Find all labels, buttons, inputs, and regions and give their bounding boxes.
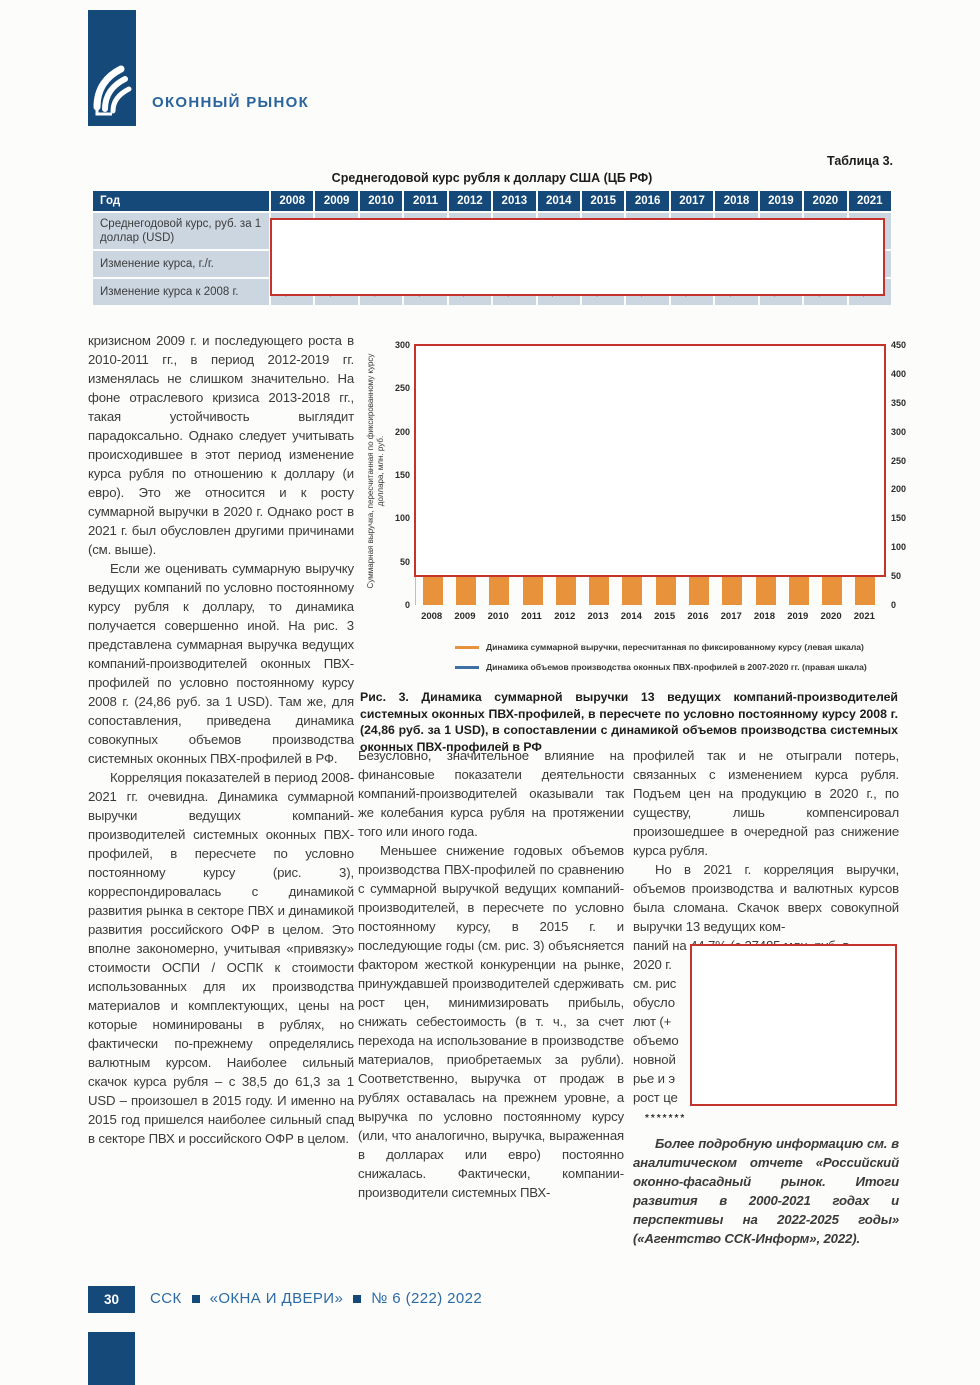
chart-left-tick: 100 (394, 513, 410, 524)
text-fragment-line: обусло (633, 995, 675, 1010)
redaction-box-text (690, 944, 897, 1106)
chart-left-tick: 300 (394, 340, 410, 350)
chart-right-tick: 100 (891, 542, 907, 553)
table-header-row: Год 2008 2009 2010 2011 2012 2013 2014 2015 2016 2… (93, 191, 891, 211)
chart-x-label: 2020 (820, 611, 842, 622)
section-title: ОКОННЫЙ РЫНОК (152, 94, 310, 111)
table-header-year: 2018 (715, 191, 758, 211)
redaction-box-table (270, 218, 885, 296)
chart-right-tick: 0 (891, 600, 897, 610)
footer-separator-square (353, 1294, 362, 1303)
logo-pages-icon (88, 10, 136, 126)
text-fragment-line: лют (+ (633, 1014, 672, 1029)
paragraph: профилей так и не отыграли потерь, связа… (633, 748, 899, 858)
chart-x-label: 2010 (487, 611, 509, 622)
table-header-year: 2013 (493, 191, 536, 211)
table-header-god: Год (93, 191, 269, 211)
table-row-label: Изменение курса к 2008 г. (93, 279, 269, 305)
chart-x-label: 2011 (521, 611, 542, 622)
footer-corner-block (88, 1332, 135, 1385)
chart-right-tick: 350 (891, 397, 907, 408)
footer-text: № 6 (222) 2022 (371, 1290, 483, 1307)
chart-right-tick: 200 (891, 484, 907, 495)
right-fragments: 2020 г. см. рис обусло лют (+ объемо новной рь… (633, 955, 899, 1107)
table-row-label: Среднегодовой курс, руб. за 1 доллар (US… (93, 213, 269, 249)
text-fragment-line: см. рис (633, 976, 677, 991)
publisher-logo (88, 10, 136, 126)
chart-x-label: 2018 (753, 611, 776, 622)
redaction-box-chart (414, 344, 886, 577)
paragraph: Но в 2021 г. корреляция выручки, объемов… (633, 862, 899, 934)
text-fragment-line: объемо (633, 1033, 679, 1048)
text-fragment-line: новной (633, 1052, 676, 1067)
paragraph: Безусловно, значительное влияние на фина… (358, 748, 624, 839)
chart-left-ticks: 0 50 100 150 200 250 300 (382, 333, 410, 610)
chart-x-label: 2013 (587, 611, 609, 622)
chart-right-tick: 450 (891, 340, 907, 350)
table-header-year: 2014 (537, 191, 580, 211)
table-header-year: 2020 (804, 191, 847, 211)
chart-right-tick: 400 (891, 368, 907, 379)
paragraph: Если же оценивать суммарную выручку веду… (88, 561, 354, 766)
table-header-year: 2010 (359, 191, 403, 211)
chart-left-tick: 50 (399, 556, 410, 567)
figure-3-caption: Рис. 3. Динамика суммарной выручки 13 ве… (360, 690, 898, 754)
table-header-year: 2011 (404, 191, 447, 211)
text-fragment-line: рье и э (633, 1071, 675, 1086)
table-header-year: 2008 (271, 191, 314, 211)
chart-x-label: 2016 (687, 611, 709, 622)
chart-right-tick: 300 (891, 426, 907, 437)
chart-legend-label: Динамика объемов производства оконных ПВ… (486, 662, 867, 672)
chart-left-tick: 0 (404, 600, 410, 610)
legend-line-swatch (455, 665, 479, 669)
paragraph: кризисном 2009 г. и последующего роста в… (88, 333, 354, 557)
asterisk-separator: ******* (645, 1113, 687, 1124)
paragraph: Меньшее снижение годовых объемов произво… (358, 843, 624, 1200)
chart-legend-item: Динамика суммарной выручки, пересчитанна… (455, 637, 867, 657)
text-fragment-line: рост це (633, 1090, 678, 1105)
table-number-label: Таблица 3. (827, 154, 893, 168)
footer-separator-square (191, 1294, 200, 1303)
table-header-year: 2015 (581, 191, 625, 211)
footer-text: ССК (150, 1290, 182, 1307)
legend-line-swatch (455, 645, 479, 649)
table-header-year: 2021 (848, 191, 891, 211)
footer-imprint: ССК «ОКНА И ДВЕРИ» № 6 (222) 2022 (150, 1290, 482, 1307)
chart-left-tick: 150 (394, 470, 410, 480)
text-column-right: профилей так и не отыграли потерь, связа… (633, 746, 899, 1248)
text-column-middle: Безусловно, значительное влияние на фина… (358, 746, 624, 1202)
table-title: Среднегодовой курс рубля к доллару США (… (331, 171, 653, 185)
chart-x-label: 2008 (421, 611, 443, 622)
chart-right-tick: 50 (891, 571, 902, 582)
chart-legend-item: Динамика объемов производства оконных ПВ… (455, 657, 867, 677)
chart-x-label: 2009 (454, 611, 476, 622)
chart-x-label: 2019 (787, 611, 809, 622)
chart-legend: Динамика суммарной выручки, пересчитанна… (455, 637, 867, 677)
page-number-badge: 30 (88, 1286, 135, 1313)
chart-right-tick: 250 (891, 455, 907, 466)
text-fragment-line: 2020 г. (633, 957, 672, 972)
table-header-year: 2016 (626, 191, 669, 211)
report-reference-note: Более подробную информацию см. в аналити… (633, 1136, 899, 1246)
chart-x-labels: 2008 2009 2010 2011 2012 2013 2014 2015 2016 2017… (415, 611, 881, 625)
chart-right-tick: 150 (891, 513, 907, 524)
text-column-left: кризисном 2009 г. и последующего роста в… (88, 331, 354, 1148)
chart-x-label: 2017 (720, 611, 742, 622)
chart-left-tick: 250 (394, 383, 410, 394)
table-header-year: 2009 (315, 191, 358, 211)
chart-x-label: 2014 (620, 611, 642, 622)
chart-x-label: 2021 (853, 611, 875, 622)
chart-x-label: 2012 (554, 611, 576, 622)
chart-x-label: 2015 (654, 611, 676, 622)
table-header-year: 2012 (448, 191, 492, 211)
chart-legend-label: Динамика суммарной выручки, пересчитанна… (486, 642, 864, 652)
footer-text: «ОКНА И ДВЕРИ» (209, 1290, 344, 1307)
table-row-label: Изменение курса, г./г. (93, 251, 269, 277)
chart-right-ticks: 0 50 100 150 200 250 300 350 400 450 (887, 333, 915, 610)
table-header-year: 2017 (670, 191, 714, 211)
paragraph: Корреляция показателей в период 2008-202… (88, 770, 354, 1146)
table-header-year: 2019 (759, 191, 803, 211)
chart-left-tick: 200 (394, 426, 410, 437)
